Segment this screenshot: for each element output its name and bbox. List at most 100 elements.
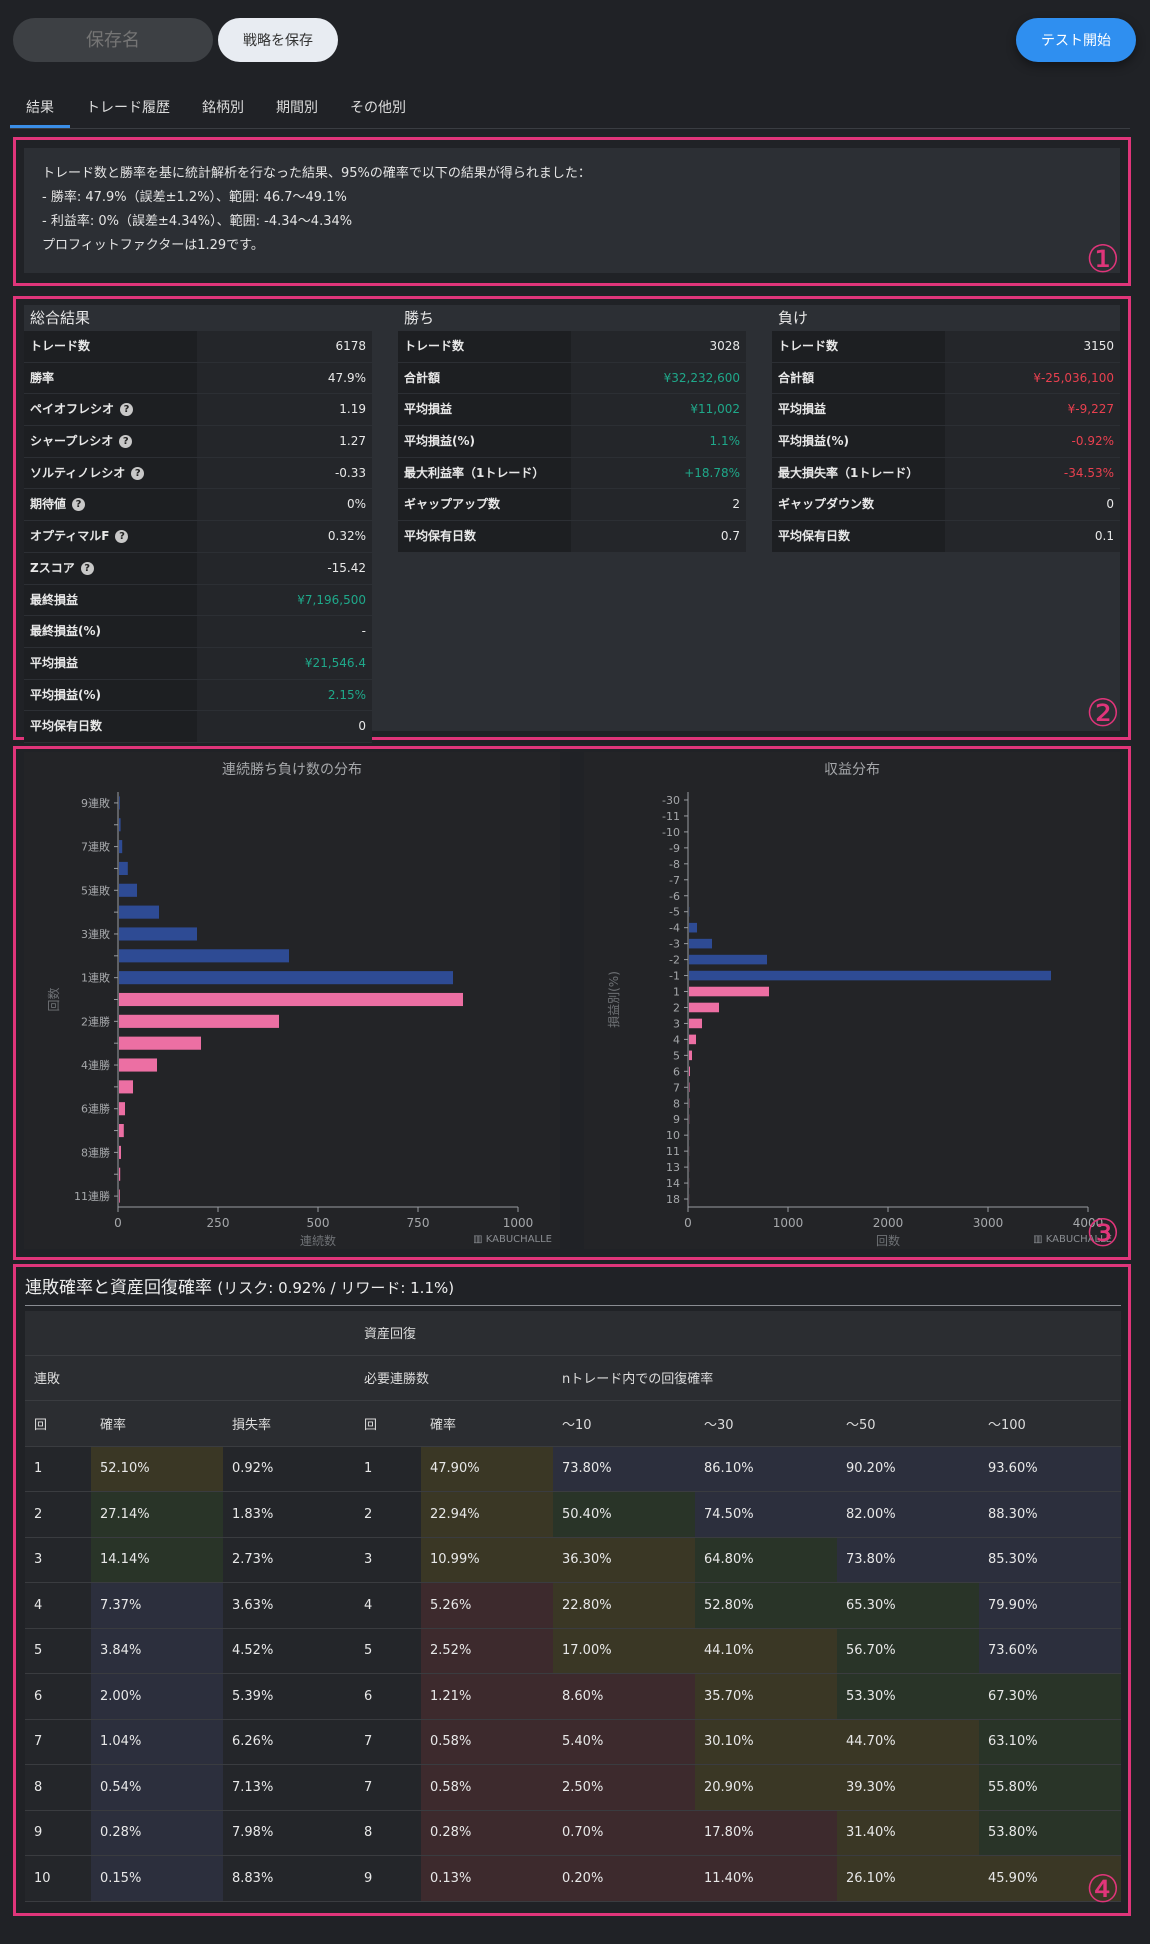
save-strategy-button[interactable]: 戦略を保存: [218, 18, 338, 62]
x-axis-label: 連続数: [300, 1233, 336, 1248]
chart-bar: [689, 922, 697, 933]
help-icon[interactable]: ?: [80, 561, 94, 575]
table-cell: 88.30%: [979, 1491, 1121, 1538]
stat-row: 最終損益 ¥7,196,500: [24, 584, 372, 617]
y-tick-label: 6: [673, 1065, 680, 1078]
stat-label-text: 最大利益率（1トレード）: [404, 465, 545, 480]
stat-label-text: トレード数: [778, 339, 839, 353]
stat-label-text: 平均損益: [778, 402, 827, 417]
table-cell: 55.80%: [979, 1764, 1121, 1811]
stat-value: 2: [571, 489, 746, 521]
stat-label-text: 平均保有日数: [404, 529, 477, 544]
column-header: 損失率: [223, 1400, 355, 1447]
table-row: 3 14.14% 2.73% 3 10.99% 36.30% 64.80% 73.80% 85.…: [25, 1537, 1121, 1583]
table-cell: 17.00%: [553, 1628, 695, 1674]
section-number: ①: [1085, 237, 1120, 281]
chart-title: 収益分布: [824, 762, 880, 778]
stat-label: トレード数: [772, 331, 945, 362]
stat-value: ¥-9,227: [945, 394, 1120, 426]
table-cell: 86.10%: [695, 1446, 837, 1492]
help-icon[interactable]: ?: [119, 435, 133, 449]
table-cell: 3: [25, 1537, 91, 1583]
stat-label: シャープレシオ?: [24, 426, 197, 457]
stat-label-text: 平均保有日数: [778, 529, 851, 544]
table-cell: 47.90%: [421, 1446, 553, 1492]
tab-others[interactable]: その他別: [350, 100, 406, 116]
losing-streak-header: 連敗: [25, 1355, 355, 1401]
table-cell: 82.00%: [837, 1491, 979, 1538]
table-cell: 14.14%: [91, 1537, 223, 1583]
losses-title: 負け: [778, 309, 809, 327]
tab-by-symbol[interactable]: 銘柄別: [202, 100, 244, 116]
stat-label: 平均保有日数: [772, 521, 945, 552]
tab-trade-history[interactable]: トレード履歴: [86, 100, 170, 116]
stat-value: 0.32%: [197, 521, 372, 552]
table-cell: 45.90%: [979, 1855, 1121, 1902]
stat-row: 平均損益(%) 1.1%: [398, 426, 746, 458]
x-tick-label: 500: [307, 1216, 330, 1230]
y-tick-label: -11: [662, 810, 680, 823]
stat-value: 3028: [571, 331, 746, 362]
watermark: ▥ KABUCHALLE: [1033, 1234, 1112, 1245]
y-tick-label: 4連勝: [81, 1058, 110, 1072]
stat-label-text: ギャップダウン数: [778, 497, 875, 512]
table-cell: 9: [25, 1810, 91, 1856]
stat-row: ギャップダウン数 0: [772, 489, 1120, 522]
table-cell: 0.13%: [421, 1855, 553, 1902]
y-tick-label: -1: [669, 970, 680, 983]
tab-by-period[interactable]: 期間別: [276, 100, 318, 116]
x-tick-label: 1000: [503, 1216, 534, 1230]
x-tick-label: 0: [114, 1216, 122, 1230]
chart-bar: [119, 1124, 124, 1138]
table-cell: 0.28%: [421, 1810, 553, 1856]
table-cell: 8.83%: [223, 1855, 355, 1902]
stat-value: ¥11,002: [571, 394, 746, 426]
y-tick-label: 1連敗: [81, 971, 110, 985]
table-cell: 1: [355, 1446, 421, 1492]
chart-bar: [119, 861, 128, 875]
chart-bar: [689, 1050, 692, 1061]
table-cell: 7: [25, 1719, 91, 1765]
table-row: 2 27.14% 1.83% 2 22.94% 50.40% 74.50% 82.00% 88.…: [25, 1491, 1121, 1538]
profit-distribution-svg: 収益分布-30-11-10-9-8-7-6-5-4-3-2-1123456789…: [606, 762, 1112, 1248]
table-cell: 4: [355, 1582, 421, 1629]
y-tick-label: -6: [669, 890, 680, 903]
recovery-title: 連敗確率と資産回復確率 (リスク: 0.92% / リワード: 1.1%): [25, 1273, 454, 1298]
table-cell: 50.40%: [553, 1491, 695, 1538]
chart-bar: [689, 1002, 719, 1013]
save-name-input[interactable]: [13, 18, 213, 62]
help-icon[interactable]: ?: [72, 498, 86, 512]
stat-label-text: 平均損益: [30, 655, 79, 670]
help-icon[interactable]: ?: [120, 403, 134, 417]
stat-label-text: ソルティノレシオ: [30, 465, 126, 480]
help-icon[interactable]: ?: [115, 530, 129, 544]
stat-row: トレード数 3028: [398, 331, 746, 363]
stat-label-text: 期待値: [30, 497, 67, 512]
results-stats-section: 総合結果 トレード数 6178 勝率 47.9% ペイオフレシオ? 1.19 シャープレシオ?…: [13, 296, 1131, 743]
chart-bar: [689, 938, 712, 949]
y-tick-label: 11連勝: [74, 1189, 110, 1203]
stat-row: トレード数 3150: [772, 331, 1120, 363]
stat-row: 平均保有日数 0: [24, 711, 372, 743]
tab-results[interactable]: 結果: [10, 88, 70, 128]
table-cell: 53.30%: [837, 1673, 979, 1720]
table-cell: 22.80%: [553, 1582, 695, 1629]
section-number: ②: [1085, 691, 1120, 735]
stat-label: ギャップアップ数: [398, 489, 571, 521]
stat-label-text: ギャップアップ数: [404, 497, 501, 512]
y-tick-label: -5: [669, 906, 680, 919]
x-tick-label: 2000: [873, 1216, 904, 1230]
table-cell: 2.52%: [421, 1628, 553, 1674]
stat-label-text: 合計額: [404, 370, 441, 385]
stat-value: -0.92%: [945, 426, 1120, 457]
stat-value: -0.33: [197, 457, 372, 489]
stat-label: 最終損益: [24, 584, 197, 616]
start-test-button[interactable]: テスト開始: [1016, 18, 1136, 62]
y-tick-label: 10: [666, 1129, 680, 1142]
stat-value: 47.9%: [197, 362, 372, 394]
stat-row: 平均損益(%) -0.92%: [772, 426, 1120, 458]
table-cell: 6.26%: [223, 1719, 355, 1765]
chart-bar: [689, 954, 767, 965]
table-cell: 11.40%: [695, 1855, 837, 1902]
help-icon[interactable]: ?: [131, 466, 145, 480]
